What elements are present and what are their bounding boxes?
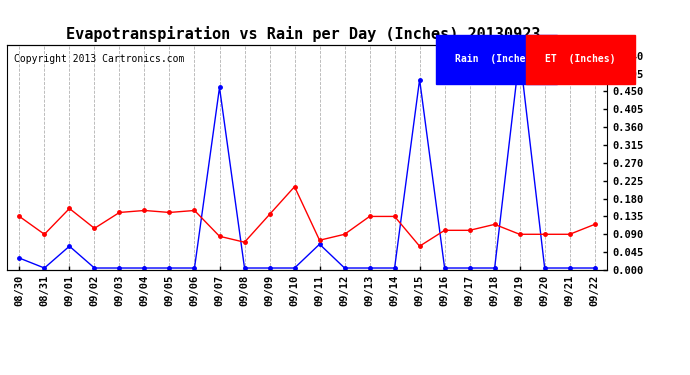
Text: Rain  (Inches): Rain (Inches): [455, 54, 538, 64]
Text: ET  (Inches): ET (Inches): [545, 54, 615, 64]
Text: Copyright 2013 Cartronics.com: Copyright 2013 Cartronics.com: [14, 54, 184, 64]
Text: Evapotranspiration vs Rain per Day (Inches) 20130923: Evapotranspiration vs Rain per Day (Inch…: [66, 26, 541, 42]
